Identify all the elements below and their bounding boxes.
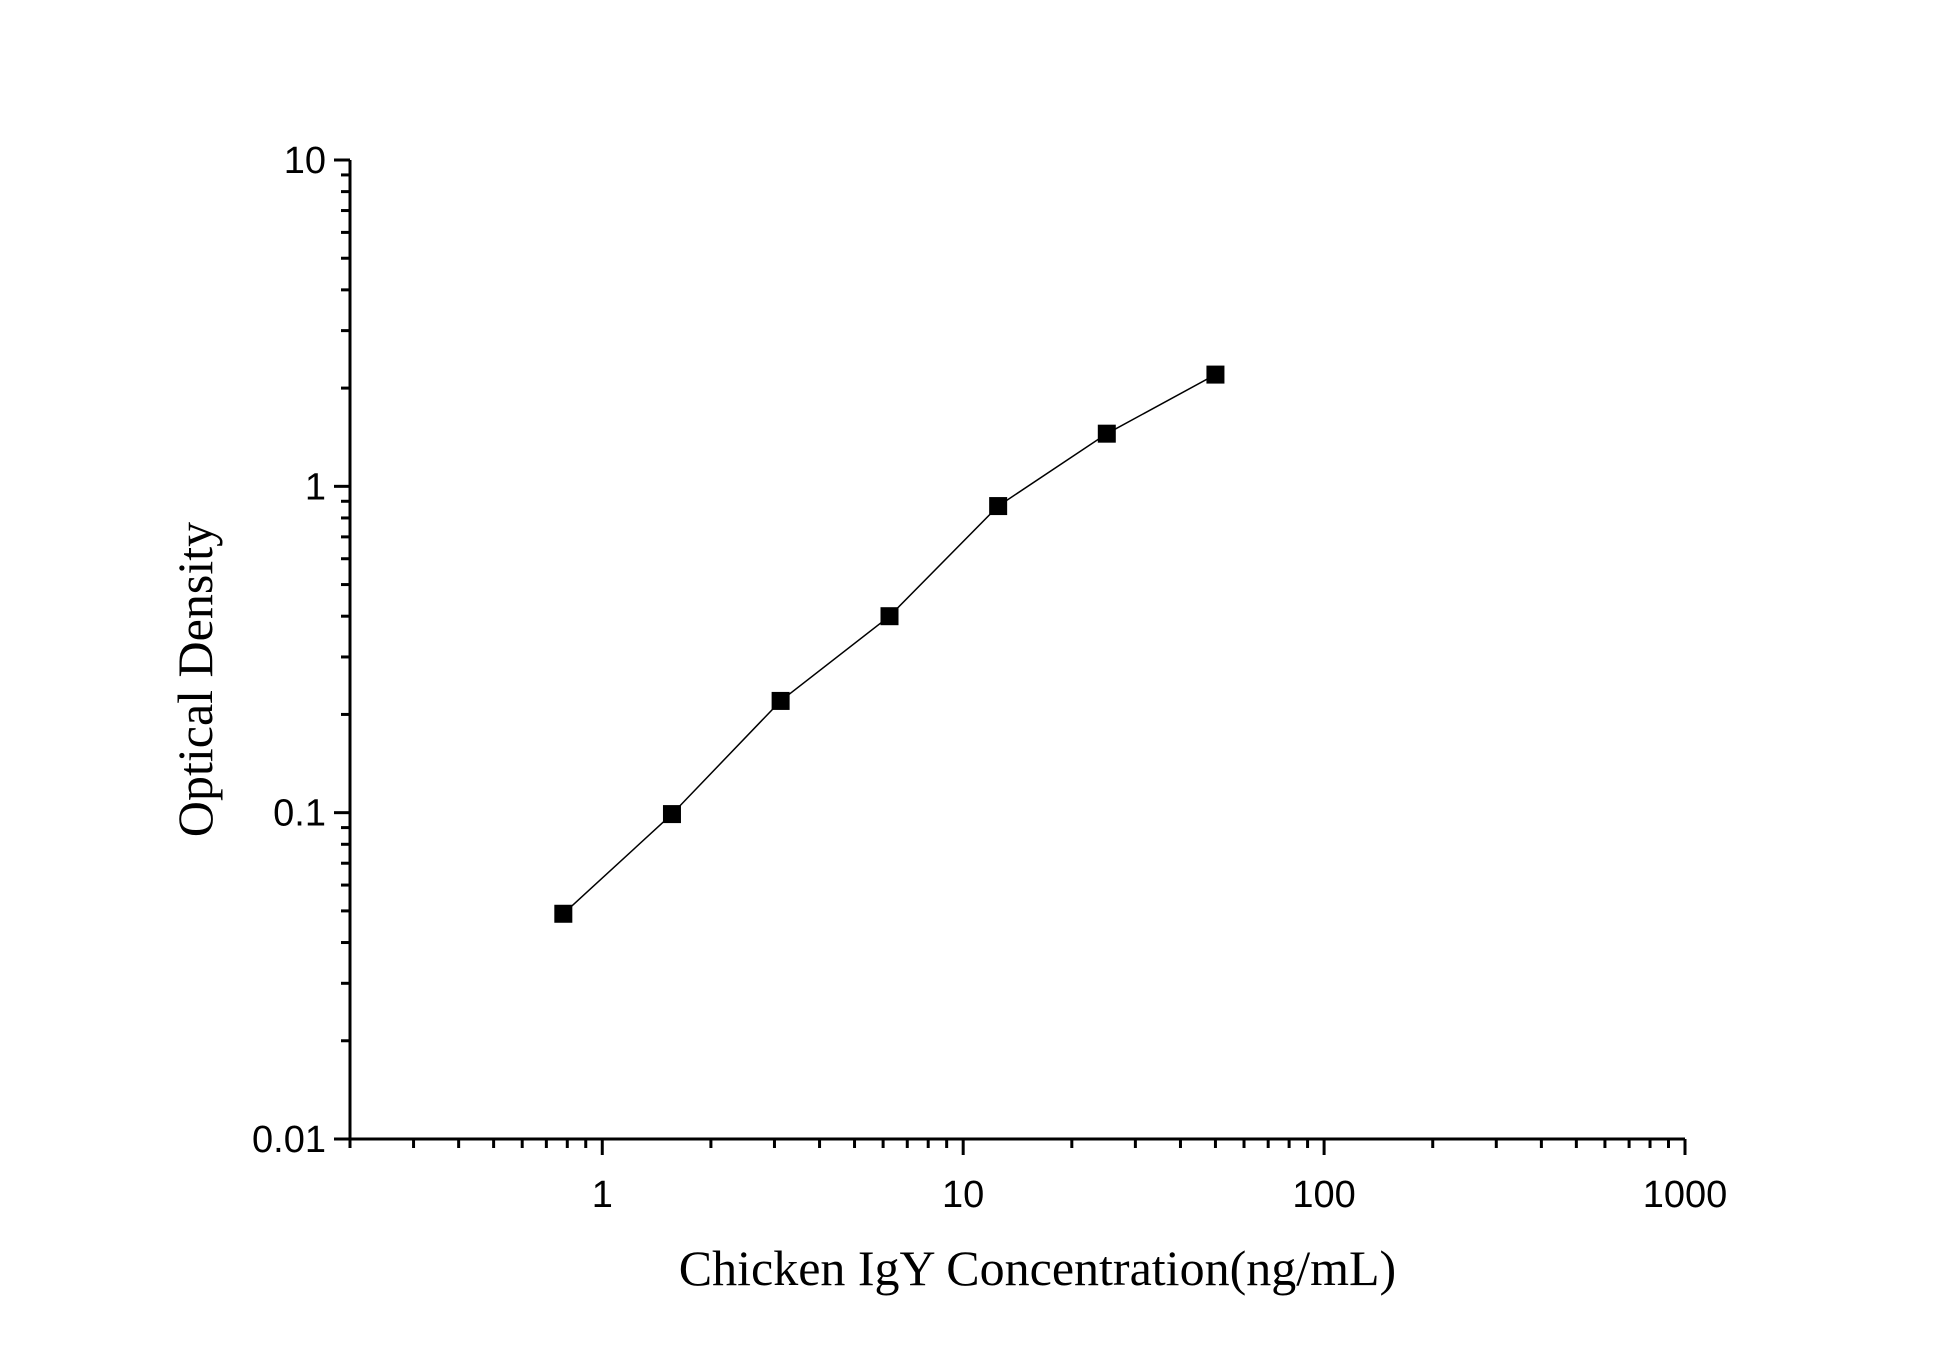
x-tick-label: 1000 bbox=[1643, 1174, 1728, 1216]
axes bbox=[348, 160, 1685, 1141]
data-point bbox=[1097, 424, 1116, 443]
y-axis-title: Optical Density bbox=[167, 522, 223, 837]
y-axis-ticks bbox=[334, 158, 350, 1141]
data-point bbox=[554, 904, 573, 923]
y-tick-label: 10 bbox=[284, 140, 326, 182]
x-tick-label: 100 bbox=[1292, 1174, 1355, 1216]
x-tick-label: 1 bbox=[592, 1174, 613, 1216]
series-line bbox=[562, 373, 1216, 915]
data-point bbox=[1206, 365, 1225, 384]
x-axis-tick-labels: 1 10 100 1000 bbox=[592, 1174, 1728, 1216]
y-tick-label: 0.1 bbox=[273, 793, 326, 835]
data-point bbox=[880, 607, 899, 626]
y-tick-label: 1 bbox=[305, 466, 326, 508]
y-axis-tick-labels: 0.01 0.1 1 10 bbox=[252, 140, 326, 1161]
series-points-group bbox=[554, 365, 1225, 923]
y-tick-label: 0.01 bbox=[252, 1119, 326, 1161]
x-tick-label: 10 bbox=[942, 1174, 984, 1216]
data-point bbox=[771, 691, 790, 710]
data-point bbox=[662, 805, 681, 824]
x-axis-title: Chicken IgY Concentration(ng/mL) bbox=[679, 1240, 1396, 1296]
series-line-group bbox=[562, 373, 1216, 915]
x-axis-ticks bbox=[348, 1139, 1687, 1155]
data-point bbox=[989, 497, 1008, 516]
